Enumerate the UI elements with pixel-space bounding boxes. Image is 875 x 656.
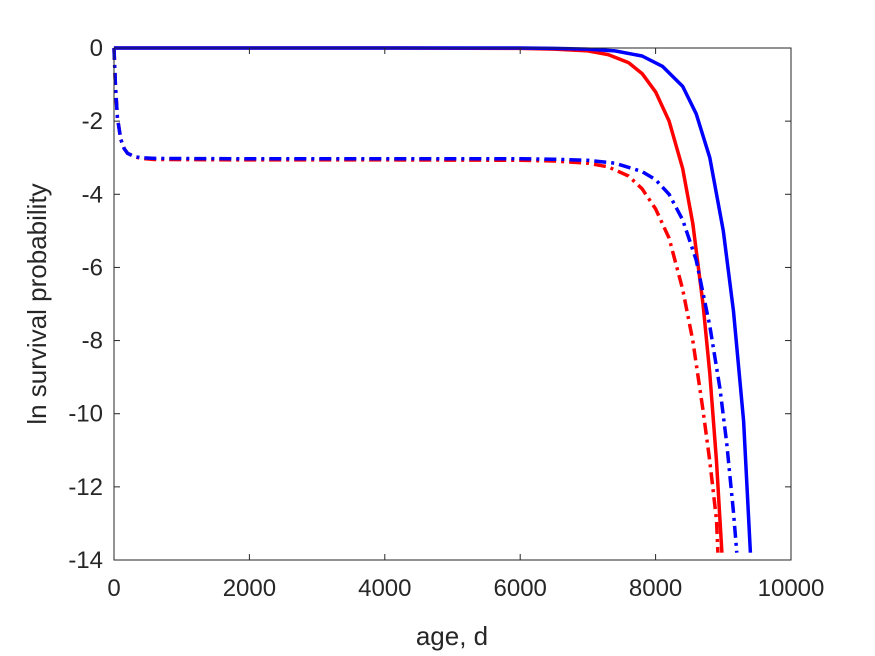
plot-area-box — [113, 47, 792, 561]
y-axis-label: ln survival probability — [22, 183, 52, 424]
x-axis-label: age, d — [416, 621, 488, 651]
y-tick-label: -2 — [82, 108, 103, 135]
y-tick-label: -12 — [68, 474, 103, 501]
y-tick-label: 0 — [90, 35, 103, 62]
series-line-4 — [112, 47, 739, 553]
y-tick-label: -6 — [82, 254, 103, 281]
x-tick-label: 6000 — [494, 575, 547, 602]
y-tick-label: -14 — [68, 547, 103, 574]
x-tick-label: 8000 — [629, 575, 682, 602]
y-tick-label: -4 — [82, 181, 103, 208]
x-tick-label: 10000 — [758, 575, 825, 602]
x-tick-label: 2000 — [223, 575, 276, 602]
y-tick-label: -10 — [68, 401, 103, 428]
y-tick-label: -8 — [82, 328, 103, 355]
x-tick-label: 0 — [107, 575, 120, 602]
ticks-layer: 0 2000 4000 6000 8000 10000 0 -2 -4 -6 -8 -10 -12 -14 — [68, 35, 824, 602]
x-tick-label: 4000 — [358, 575, 411, 602]
